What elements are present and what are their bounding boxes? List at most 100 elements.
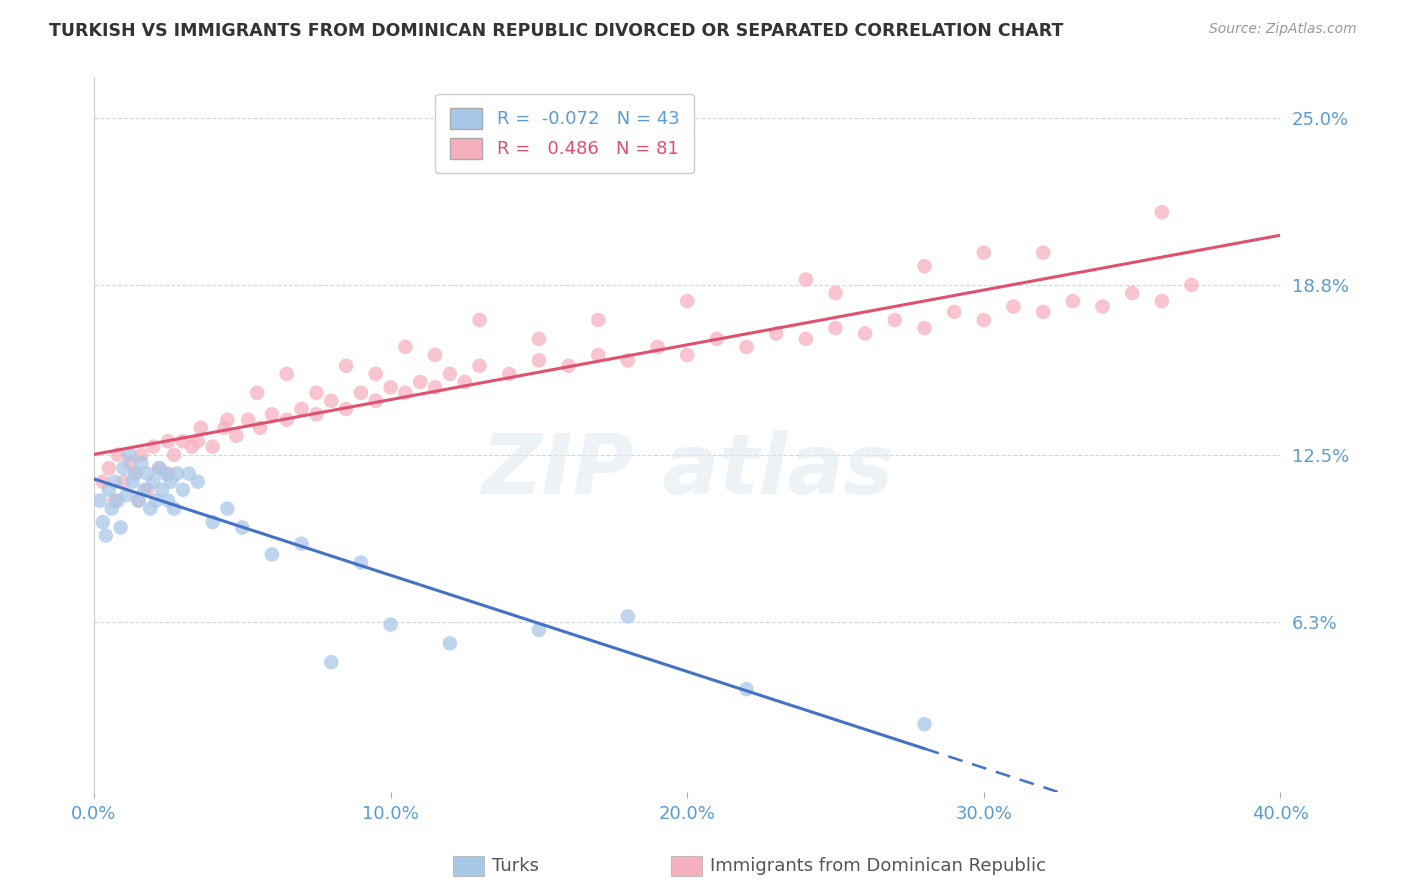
Point <box>439 367 461 381</box>
Point <box>157 493 180 508</box>
Point <box>136 483 159 497</box>
Point <box>914 259 936 273</box>
Point <box>439 636 461 650</box>
Point <box>468 313 491 327</box>
Point <box>527 332 550 346</box>
Point <box>943 305 966 319</box>
Point <box>557 359 579 373</box>
Point <box>676 294 699 309</box>
Point <box>824 321 846 335</box>
Point <box>142 475 165 489</box>
Point <box>249 421 271 435</box>
Point <box>246 385 269 400</box>
Point <box>91 475 114 489</box>
Point <box>409 375 432 389</box>
Point <box>586 348 609 362</box>
Point <box>260 548 283 562</box>
Point <box>157 467 180 481</box>
Point <box>104 475 127 489</box>
Point <box>139 501 162 516</box>
Point <box>91 515 114 529</box>
Point <box>676 348 699 362</box>
Legend: R =  -0.072   N = 43, R =   0.486   N = 81: R = -0.072 N = 43, R = 0.486 N = 81 <box>436 94 693 173</box>
Point <box>380 380 402 394</box>
Point <box>853 326 876 341</box>
Point <box>973 313 995 327</box>
Point <box>527 353 550 368</box>
Point <box>423 348 446 362</box>
Point <box>364 367 387 381</box>
Point <box>217 501 239 516</box>
Point <box>115 488 138 502</box>
Point <box>112 475 135 489</box>
Point <box>794 272 817 286</box>
Point <box>914 717 936 731</box>
Point <box>104 493 127 508</box>
Point <box>118 456 141 470</box>
Point <box>136 467 159 481</box>
Point <box>824 286 846 301</box>
Point <box>121 475 143 489</box>
Point <box>586 313 609 327</box>
Point <box>231 520 253 534</box>
Point <box>706 332 728 346</box>
Point <box>498 367 520 381</box>
Point <box>350 556 373 570</box>
Text: Source: ZipAtlas.com: Source: ZipAtlas.com <box>1209 22 1357 37</box>
Point <box>148 461 170 475</box>
Point <box>1062 294 1084 309</box>
Point <box>260 407 283 421</box>
Point <box>150 483 173 497</box>
Point <box>107 448 129 462</box>
Point <box>1150 294 1173 309</box>
Point <box>468 359 491 373</box>
Point <box>142 440 165 454</box>
Text: TURKISH VS IMMIGRANTS FROM DOMINICAN REPUBLIC DIVORCED OR SEPARATED CORRELATION : TURKISH VS IMMIGRANTS FROM DOMINICAN REP… <box>49 22 1063 40</box>
Point <box>124 467 146 481</box>
Point <box>166 467 188 481</box>
Point <box>124 467 146 481</box>
Point <box>127 493 149 508</box>
Point <box>100 501 122 516</box>
Point <box>617 353 640 368</box>
Point <box>335 401 357 416</box>
Point <box>276 413 298 427</box>
Point <box>1032 305 1054 319</box>
Point <box>735 682 758 697</box>
Point <box>394 340 416 354</box>
Point <box>97 483 120 497</box>
Point <box>321 655 343 669</box>
Point <box>335 359 357 373</box>
Point <box>380 617 402 632</box>
Point <box>735 340 758 354</box>
Point <box>364 393 387 408</box>
Point <box>201 440 224 454</box>
Point <box>914 321 936 335</box>
Point <box>201 515 224 529</box>
Point <box>89 493 111 508</box>
Text: Turks: Turks <box>492 857 540 875</box>
Point <box>290 401 312 416</box>
Point <box>187 434 209 449</box>
Point <box>1032 245 1054 260</box>
Point <box>305 407 328 421</box>
Point <box>765 326 787 341</box>
Text: ZIP atlas: ZIP atlas <box>481 430 893 511</box>
Point <box>238 413 260 427</box>
Point <box>163 501 186 516</box>
Point <box>190 421 212 435</box>
Point <box>172 434 194 449</box>
Point <box>794 332 817 346</box>
Y-axis label: Divorced or Separated: Divorced or Separated <box>0 341 8 528</box>
Point <box>305 385 328 400</box>
Point <box>153 467 176 481</box>
Point <box>157 434 180 449</box>
Point <box>1121 286 1143 301</box>
Point <box>145 493 167 508</box>
Point <box>94 528 117 542</box>
Text: Immigrants from Dominican Republic: Immigrants from Dominican Republic <box>710 857 1046 875</box>
Point <box>131 448 153 462</box>
Point <box>110 520 132 534</box>
Point <box>172 483 194 497</box>
Point <box>423 380 446 394</box>
